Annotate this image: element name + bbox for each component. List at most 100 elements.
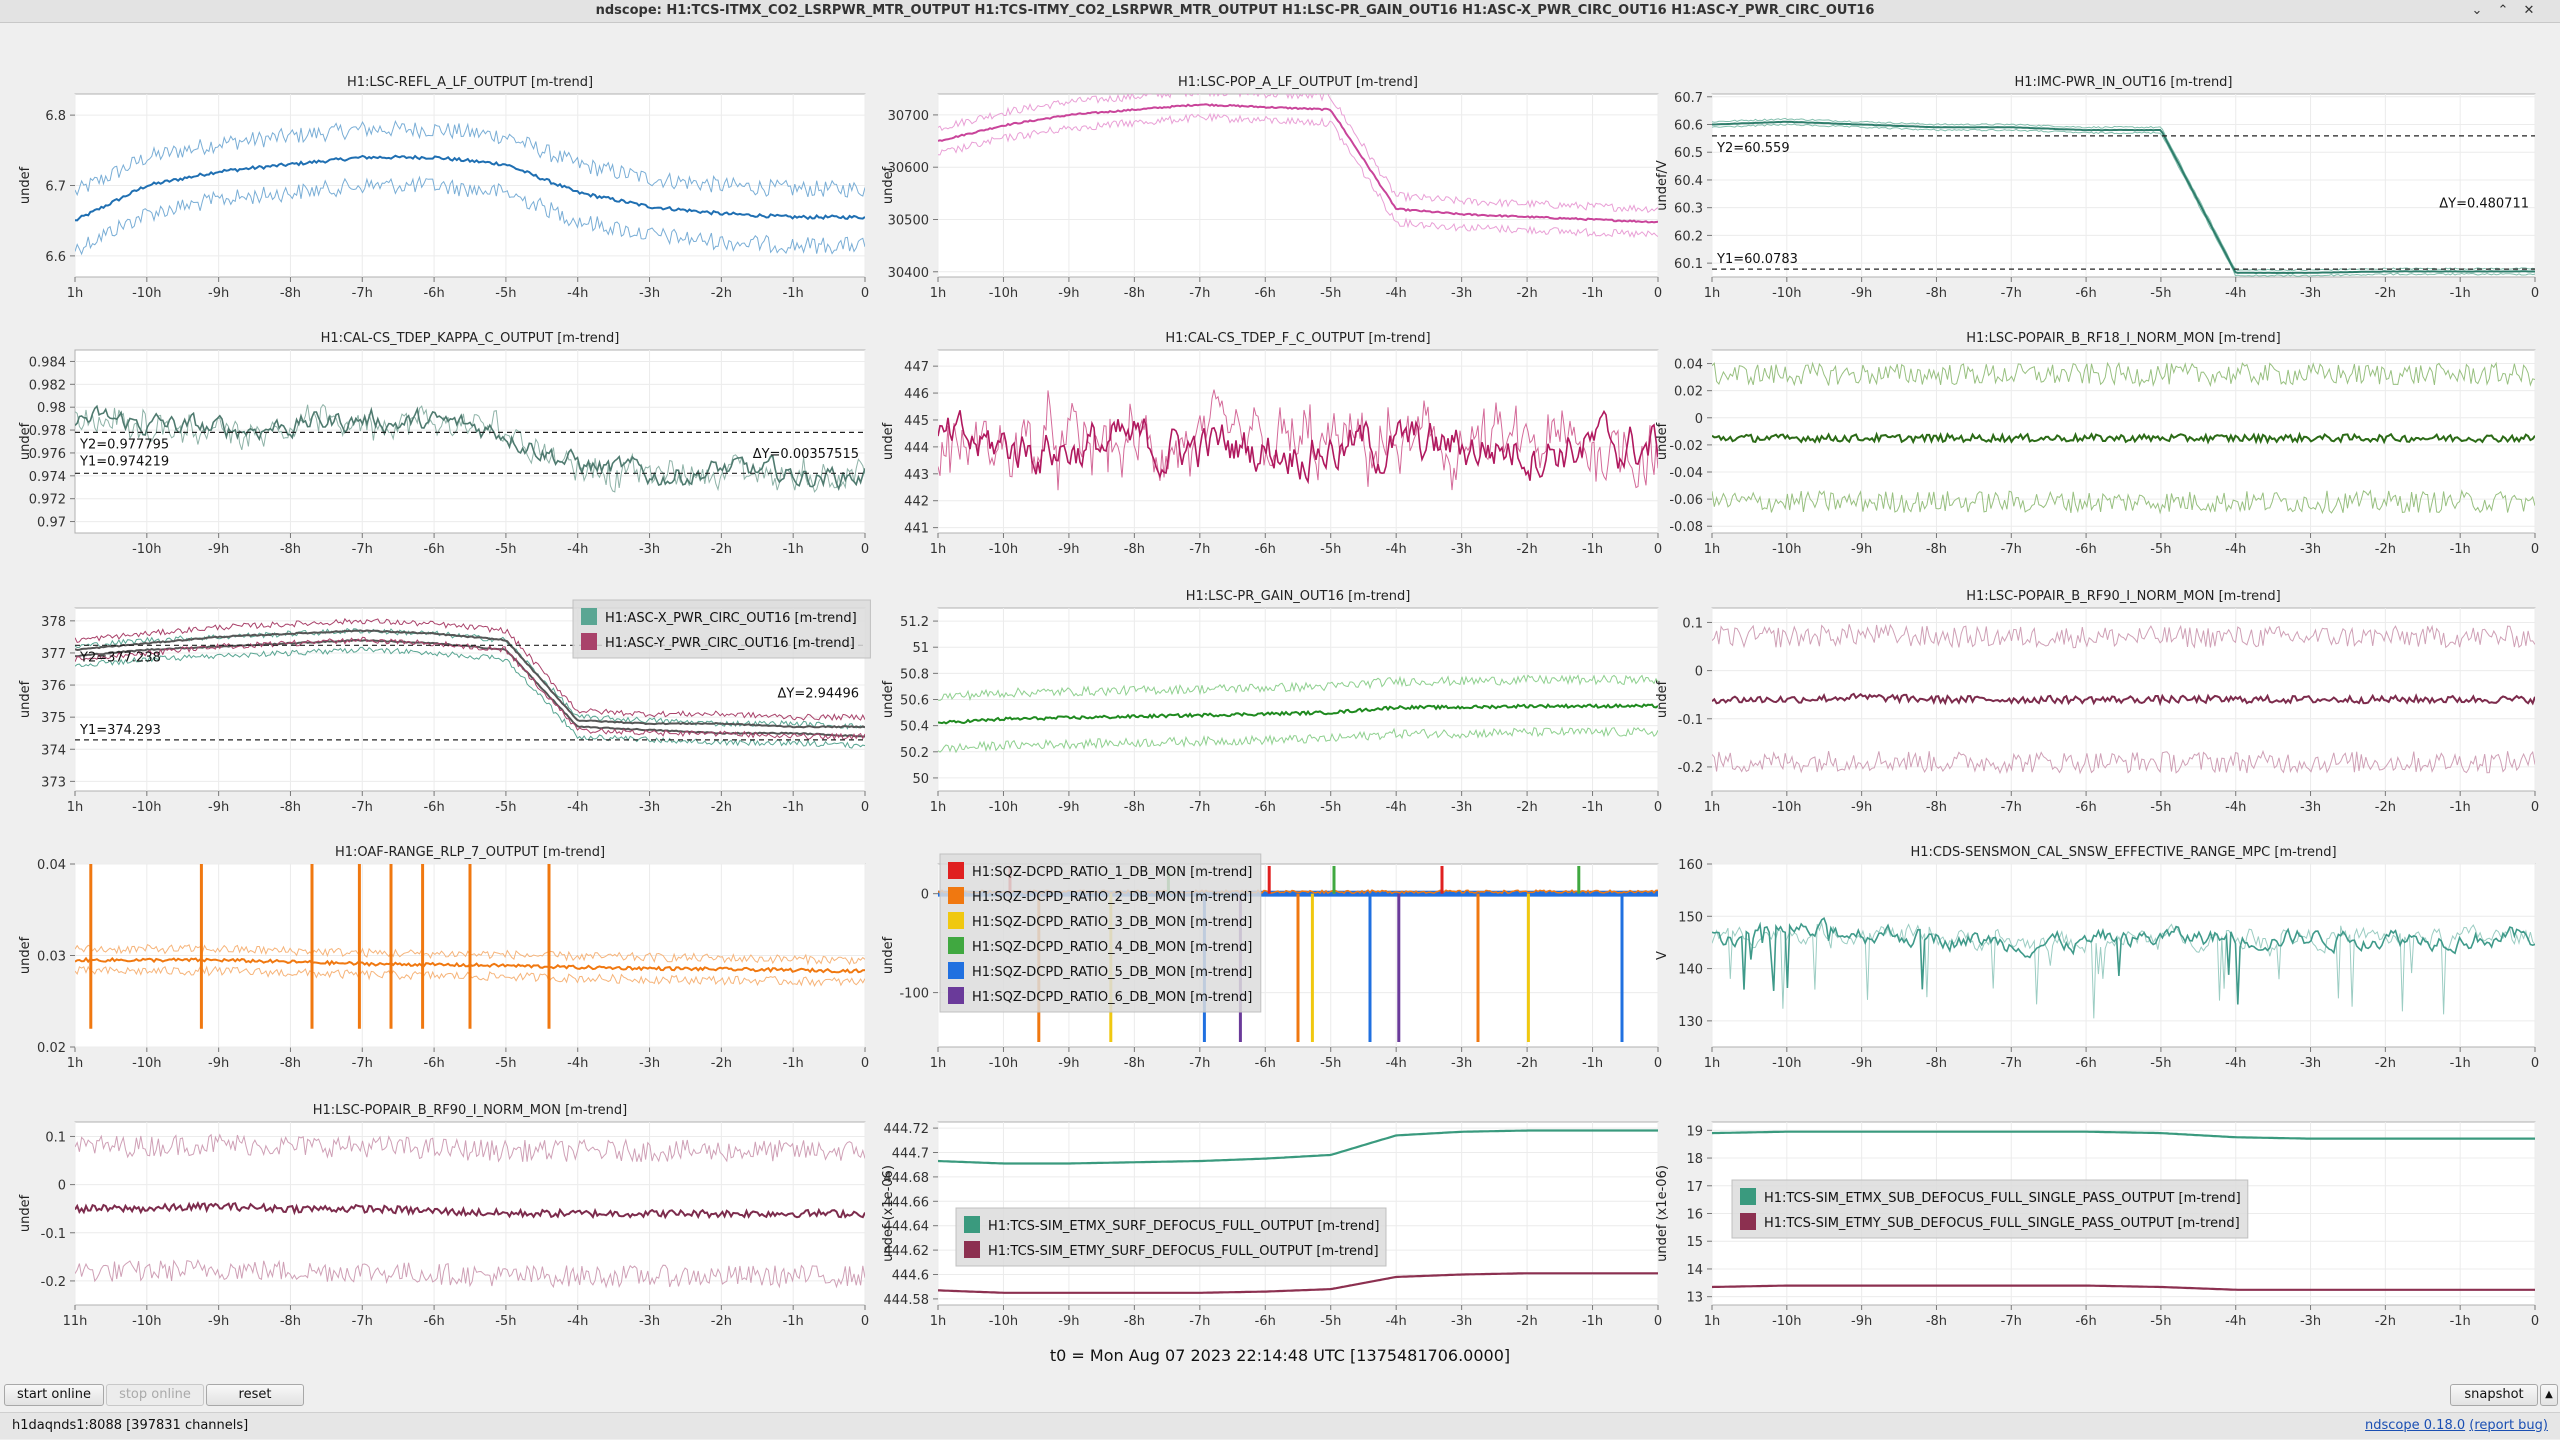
x-tick-label: -7h — [1189, 1314, 1210, 1326]
plot-15[interactable]: 1h -10h -9h -8h -7h -6h -5h -4h -3h -2h -1h 0 19 18 17… — [1655, 1121, 2539, 1329]
snapshot-button[interactable]: snapshot — [2450, 1384, 2538, 1406]
x-tick-label: -5h — [495, 286, 516, 301]
plot-frame[interactable] — [937, 93, 1659, 278]
max-trend-line — [75, 119, 865, 198]
y-tick-label: 375 — [41, 711, 66, 726]
x-tick-label: -3h — [2300, 1314, 2321, 1326]
y-tick-label: 30500 — [888, 213, 929, 228]
legend[interactable]: H1:SQZ-DCPD_RATIO_1_DB_MON [m-trend] H1:S… — [939, 853, 1262, 1013]
series-group — [75, 119, 865, 256]
x-tick-label: -7h — [1189, 286, 1210, 301]
collapse-button[interactable]: ▲ — [2540, 1384, 2558, 1406]
report-bug-link[interactable]: (report bug) — [2469, 1418, 2548, 1433]
y-tick-label: -0.2 — [41, 1275, 66, 1290]
x-tick-label: -4h — [2225, 800, 2246, 815]
control-bar: start online stop online reset snapshot … — [0, 1382, 2560, 1408]
y-tick-label: 150 — [1678, 910, 1703, 925]
plot-2[interactable]: 1h -10h -9h -8h -7h -6h -5h -4h -3h -2h -1h 0 30700 3… — [881, 75, 1662, 301]
plot-frame[interactable] — [937, 349, 1659, 534]
plot-9[interactable]: 1h -10h -9h -8h -7h -6h -5h -4h -3h -2h -1h 0 0.1 0 -0… — [1655, 589, 2539, 815]
x-tick-label: -9h — [1058, 286, 1079, 301]
max-trend-line — [938, 674, 1658, 702]
plot-12[interactable]: 1h -10h -9h -8h -7h -6h -5h -4h -3h -2h -1h 0 160 150… — [1655, 845, 2539, 1071]
x-tick-label: 1h — [1704, 542, 1721, 557]
min-trend-line — [1712, 489, 2535, 515]
x-tick-label: -8h — [280, 1314, 301, 1326]
maximize-icon[interactable]: ⌃ — [2497, 3, 2509, 18]
legend-swatch — [948, 912, 964, 929]
plot-4[interactable]: -10h -9h -8h -7h -6h -5h -4h -3h -2h -1h 0 0.984 0.9… — [18, 331, 869, 557]
x-tick-label: -1h — [783, 286, 804, 301]
x-tick-label: -4h — [567, 542, 588, 557]
version-link[interactable]: ndscope 0.18.0 — [2365, 1418, 2466, 1433]
x-tick-label: 1h — [67, 1056, 84, 1071]
y-tick-label: 373 — [41, 775, 66, 790]
legend[interactable]: H1:ASC-X_PWR_CIRC_OUT16 [m-trend] H1:ASC-… — [572, 599, 871, 659]
x-tick-label: 0 — [2531, 1314, 2539, 1326]
x-tick-label: 0 — [1654, 800, 1662, 815]
legend[interactable]: H1:TCS-SIM_ETMX_SUB_DEFOCUS_FULL_SINGLE_… — [1731, 1179, 2249, 1239]
y-tick-label: 51.2 — [900, 615, 929, 630]
y-tick-label: 6.7 — [45, 180, 66, 195]
window-titlebar[interactable]: ndscope: H1:TCS-ITMX_CO2_LSRPWR_MTR_OUTP… — [0, 0, 2560, 23]
y-tick-label: 446 — [904, 387, 929, 402]
plot-title: H1:LSC-PR_GAIN_OUT16 [m-trend] — [1186, 589, 1411, 604]
close-icon[interactable]: ✕ — [2523, 3, 2535, 18]
series-line — [1712, 1130, 2535, 1140]
plot-8[interactable]: 1h -10h -9h -8h -7h -6h -5h -4h -3h -2h -1h 0 51.2 51… — [881, 589, 1662, 815]
x-tick-label: -2h — [711, 800, 732, 815]
plot-1[interactable]: 1h -10h -9h -8h -7h -6h -5h -4h -3h -2h -1h 0 6.8 6.7… — [18, 75, 869, 301]
x-tick-label: -4h — [1386, 542, 1407, 557]
y-tick-label: 0 — [58, 1179, 66, 1194]
plots-canvas[interactable]: 1h -10h -9h -8h -7h -6h -5h -4h -3h -2h -1h 0 6.8 6.7… — [0, 24, 2560, 1329]
y-tick-label: 60.7 — [1674, 91, 1703, 106]
x-tick-label: -1h — [1582, 542, 1603, 557]
plot-7[interactable]: 1h -10h -9h -8h -7h -6h -5h -4h -3h -2h -1h 0 378 377… — [18, 599, 871, 815]
y-tick-label: 444.58 — [884, 1293, 930, 1308]
y-tick-label: 0.97 — [37, 516, 66, 531]
legend-swatch — [964, 1241, 980, 1258]
plot-10[interactable]: 1h -10h -9h -8h -7h -6h -5h -4h -3h -2h -1h 0 0.04 0.… — [18, 845, 869, 1071]
plot-title: H1:CDS-SENSMON_CAL_SNSW_EFFECTIVE_RANGE_… — [1910, 845, 2336, 860]
start-online-button[interactable]: start online — [4, 1384, 104, 1406]
legend-swatch — [964, 1216, 980, 1233]
x-tick-label: -4h — [1386, 1056, 1407, 1071]
plot-11[interactable]: 1h -10h -9h -8h -7h -6h -5h -4h -3h -2h -1h 0 0 -100u… — [881, 853, 1662, 1071]
plot-3[interactable]: 1h -10h -9h -8h -7h -6h -5h -4h -3h -2h -1h 0 60.7 60… — [1655, 75, 2539, 301]
y-tick-label: 0.982 — [29, 378, 66, 393]
reset-button[interactable]: reset — [206, 1384, 304, 1406]
plot-frame[interactable] — [74, 349, 866, 534]
mean-trend-line — [75, 638, 865, 738]
plot-frame[interactable] — [1711, 863, 2536, 1048]
x-tick-label: 0 — [2531, 1056, 2539, 1071]
plot-title: H1:CAL-CS_TDEP_KAPPA_C_OUTPUT [m-trend] — [321, 331, 620, 346]
x-tick-label: -1h — [2450, 286, 2471, 301]
y-axis-label: undef — [881, 422, 896, 460]
y-axis-label: undef (x1e-06) — [881, 1165, 896, 1262]
plot-14[interactable]: 1h -10h -9h -8h -7h -6h -5h -4h -3h -2h -1h 0 444.72… — [881, 1121, 1662, 1329]
x-tick-label: -10h — [989, 286, 1018, 301]
legend[interactable]: H1:TCS-SIM_ETMX_SURF_DEFOCUS_FULL_OUTPUT… — [955, 1207, 1387, 1267]
y-tick-label: 13 — [1686, 1291, 1703, 1306]
mean-trend-line — [938, 409, 1658, 485]
x-tick-label: -4h — [567, 1056, 588, 1071]
legend-entry: H1:TCS-SIM_ETMX_SUB_DEFOCUS_FULL_SINGLE_… — [1764, 1191, 2241, 1206]
x-tick-label: -8h — [280, 542, 301, 557]
y-tick-label: 50.4 — [900, 720, 929, 735]
x-tick-label: -2h — [711, 286, 732, 301]
cursor-annotation: Y1=0.974219 — [79, 454, 169, 469]
legend-swatch — [948, 887, 964, 904]
plot-frame[interactable] — [1711, 93, 2536, 278]
x-tick-label: -8h — [1124, 286, 1145, 301]
plot-5[interactable]: 1h -10h -9h -8h -7h -6h -5h -4h -3h -2h -1h 0 447 446… — [881, 331, 1662, 557]
plot-6[interactable]: 1h -10h -9h -8h -7h -6h -5h -4h -3h -2h -1h 0 0.04 0.… — [1655, 331, 2539, 557]
x-tick-label: 1h — [67, 800, 84, 815]
plot-13[interactable]: 11h -10h -9h -8h -7h -6h -5h -4h -3h -2h -1h 0 0.1 0 -… — [18, 1103, 869, 1329]
x-tick-label: -2h — [1516, 800, 1537, 815]
legend-entry: H1:SQZ-DCPD_RATIO_6_DB_MON [m-trend] — [972, 990, 1252, 1005]
x-tick-label: -1h — [783, 1056, 804, 1071]
x-tick-label: -10h — [132, 1056, 161, 1071]
shade-icon[interactable]: ⌄ — [2471, 3, 2483, 18]
x-tick-label: -8h — [1926, 286, 1947, 301]
y-tick-label: 0.972 — [29, 493, 66, 508]
